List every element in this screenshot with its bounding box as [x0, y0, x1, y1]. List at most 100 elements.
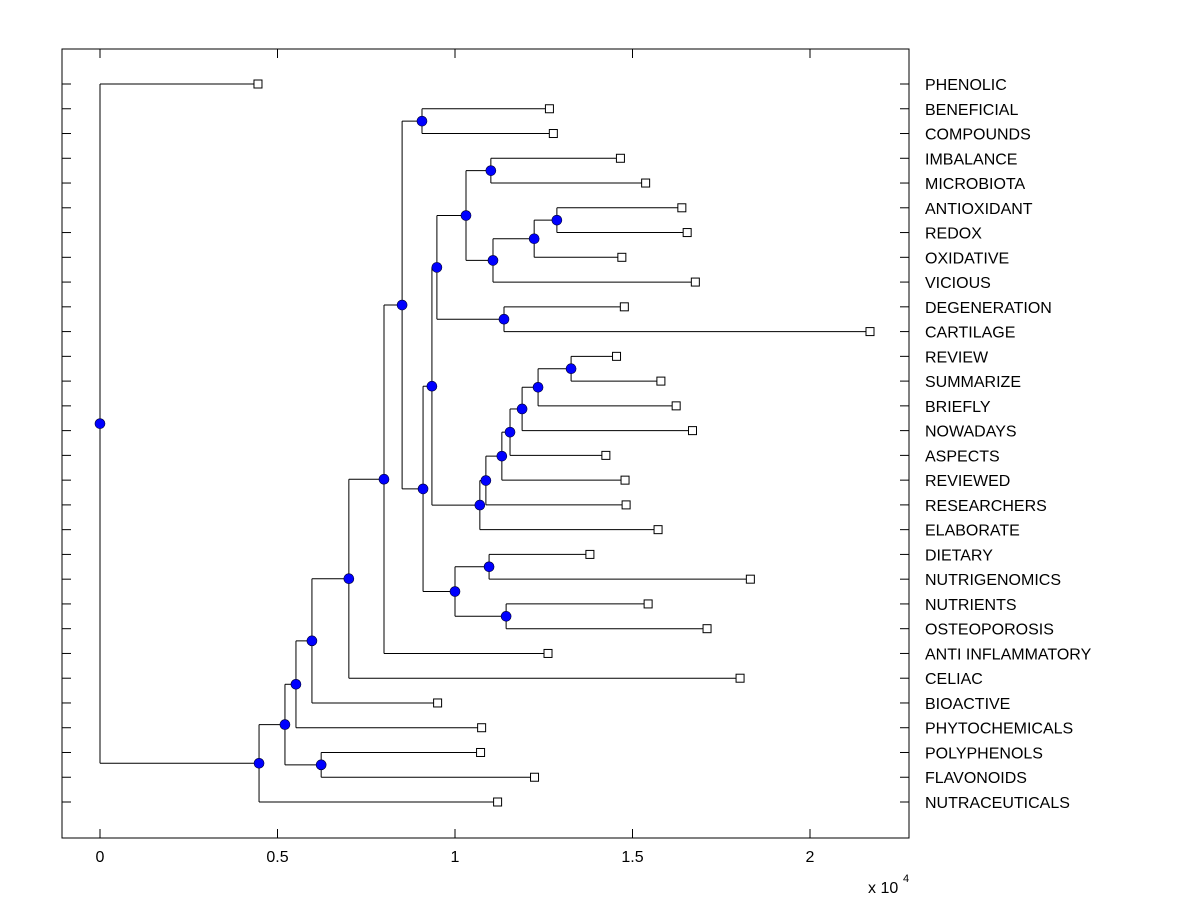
node-marker — [528, 233, 540, 245]
leaf-marker — [702, 624, 712, 634]
leaf-label: NUTRIENTS — [925, 597, 1017, 614]
leaf-marker — [682, 228, 692, 238]
node-marker — [487, 255, 499, 266]
leaf-label: REVIEWED — [925, 473, 1010, 490]
node-marker — [290, 678, 302, 690]
node-marker — [460, 210, 472, 221]
leaf-marker — [543, 648, 553, 658]
leaf-marker — [677, 203, 687, 213]
node-marker — [426, 380, 438, 392]
leaf-label: CARTILAGE — [925, 325, 1015, 342]
leaf-marker — [544, 104, 554, 114]
leaf-marker — [865, 327, 875, 337]
node-marker — [417, 483, 429, 495]
leaf-label: DEGENERATION — [925, 300, 1052, 317]
leaf-label: BIOACTIVE — [925, 696, 1010, 713]
y-axis-ticks — [62, 83, 909, 803]
leaf-markers — [253, 79, 875, 807]
leaf-label: OXIDATIVE — [925, 250, 1009, 267]
leaf-label: VICIOUS — [925, 275, 991, 292]
node-marker — [449, 586, 461, 597]
leaf-marker — [493, 797, 503, 807]
node-marker — [496, 450, 508, 462]
leaf-label: POLYPHENOLS — [925, 745, 1043, 762]
node-marker — [431, 262, 443, 273]
leaf-label: NOWADAYS — [925, 424, 1017, 441]
leaf-label: CELIAC — [925, 671, 983, 688]
node-marker — [416, 115, 428, 127]
leaf-marker — [253, 79, 263, 89]
leaf-label: ASPECTS — [925, 448, 1000, 465]
plot-frame — [61, 48, 910, 839]
leaf-marker — [433, 698, 443, 708]
leaf-label: SUMMARIZE — [925, 374, 1021, 391]
leaf-label: NUTRACEUTICALS — [925, 795, 1070, 812]
node-marker — [500, 611, 512, 622]
node-marker — [480, 475, 492, 486]
leaf-labels: PHENOLIC BENEFICIAL COMPOUNDS IMBALANCE MICR… — [925, 77, 1092, 812]
node-marker — [343, 573, 355, 585]
x-multiplier-exponent: 4 — [903, 873, 909, 885]
leaf-label: DIETARY — [925, 547, 993, 564]
x-tick-label: 1.5 — [621, 849, 643, 866]
leaf-label: OSTEOPOROSIS — [925, 622, 1054, 639]
leaf-marker — [621, 500, 631, 510]
leaf-marker — [656, 376, 666, 386]
leaf-marker — [619, 302, 629, 312]
leaf-marker — [615, 153, 625, 163]
leaf-label: ANTIOXIDANT — [925, 201, 1033, 218]
leaf-label: FLAVONOIDS — [925, 770, 1027, 787]
x-axis-ticks: 0 0.5 1 1.5 2 — [96, 49, 815, 866]
node-marker — [498, 313, 510, 325]
x-tick-label: 0.5 — [266, 849, 288, 866]
x-tick-label: 1 — [451, 849, 460, 866]
node-marker — [516, 403, 528, 415]
leaf-marker — [641, 178, 651, 188]
leaf-label: RESEARCHERS — [925, 498, 1047, 515]
leaf-marker — [548, 129, 558, 139]
leaf-marker — [530, 772, 540, 782]
leaf-label: REDOX — [925, 226, 982, 243]
leaf-label: ANTI INFLAMMATORY — [925, 646, 1092, 663]
leaf-label: ELABORATE — [925, 523, 1020, 540]
leaf-marker — [735, 673, 745, 683]
node-marker — [504, 426, 516, 438]
leaf-label: BENEFICIAL — [925, 102, 1018, 119]
node-marker — [279, 719, 291, 730]
leaf-marker — [617, 252, 627, 262]
node-marker — [253, 757, 265, 769]
leaf-marker — [476, 747, 486, 757]
leaf-label: BRIEFLY — [925, 399, 991, 416]
leaf-marker — [612, 351, 622, 361]
leaf-marker — [745, 574, 755, 584]
node-markers — [94, 115, 577, 771]
dendrogram-links — [99, 83, 870, 803]
node-marker — [396, 299, 408, 311]
node-marker — [315, 759, 327, 771]
leaf-marker — [671, 401, 681, 411]
node-marker — [532, 381, 544, 393]
node-marker — [565, 363, 577, 375]
leaf-marker — [653, 525, 663, 535]
node-marker — [306, 635, 318, 647]
x-tick-label: 0 — [96, 849, 105, 866]
leaf-label: NUTRIGENOMICS — [925, 572, 1061, 589]
node-marker — [94, 418, 106, 429]
leaf-label: COMPOUNDS — [925, 127, 1031, 144]
leaf-marker — [477, 723, 487, 733]
x-tick-label: 2 — [806, 849, 815, 866]
leaf-label: MICROBIOTA — [925, 176, 1025, 193]
node-marker — [483, 561, 495, 573]
node-marker — [378, 473, 390, 485]
leaf-label: IMBALANCE — [925, 151, 1017, 168]
node-marker — [485, 165, 497, 176]
leaf-label: PHYTOCHEMICALS — [925, 721, 1073, 738]
leaf-label: REVIEW — [925, 349, 989, 366]
leaf-marker — [601, 450, 611, 460]
leaf-label: PHENOLIC — [925, 77, 1007, 94]
node-marker — [474, 499, 486, 511]
leaf-marker — [690, 277, 700, 287]
leaf-marker — [643, 599, 653, 609]
x-multiplier-label: x 10 — [868, 880, 898, 897]
